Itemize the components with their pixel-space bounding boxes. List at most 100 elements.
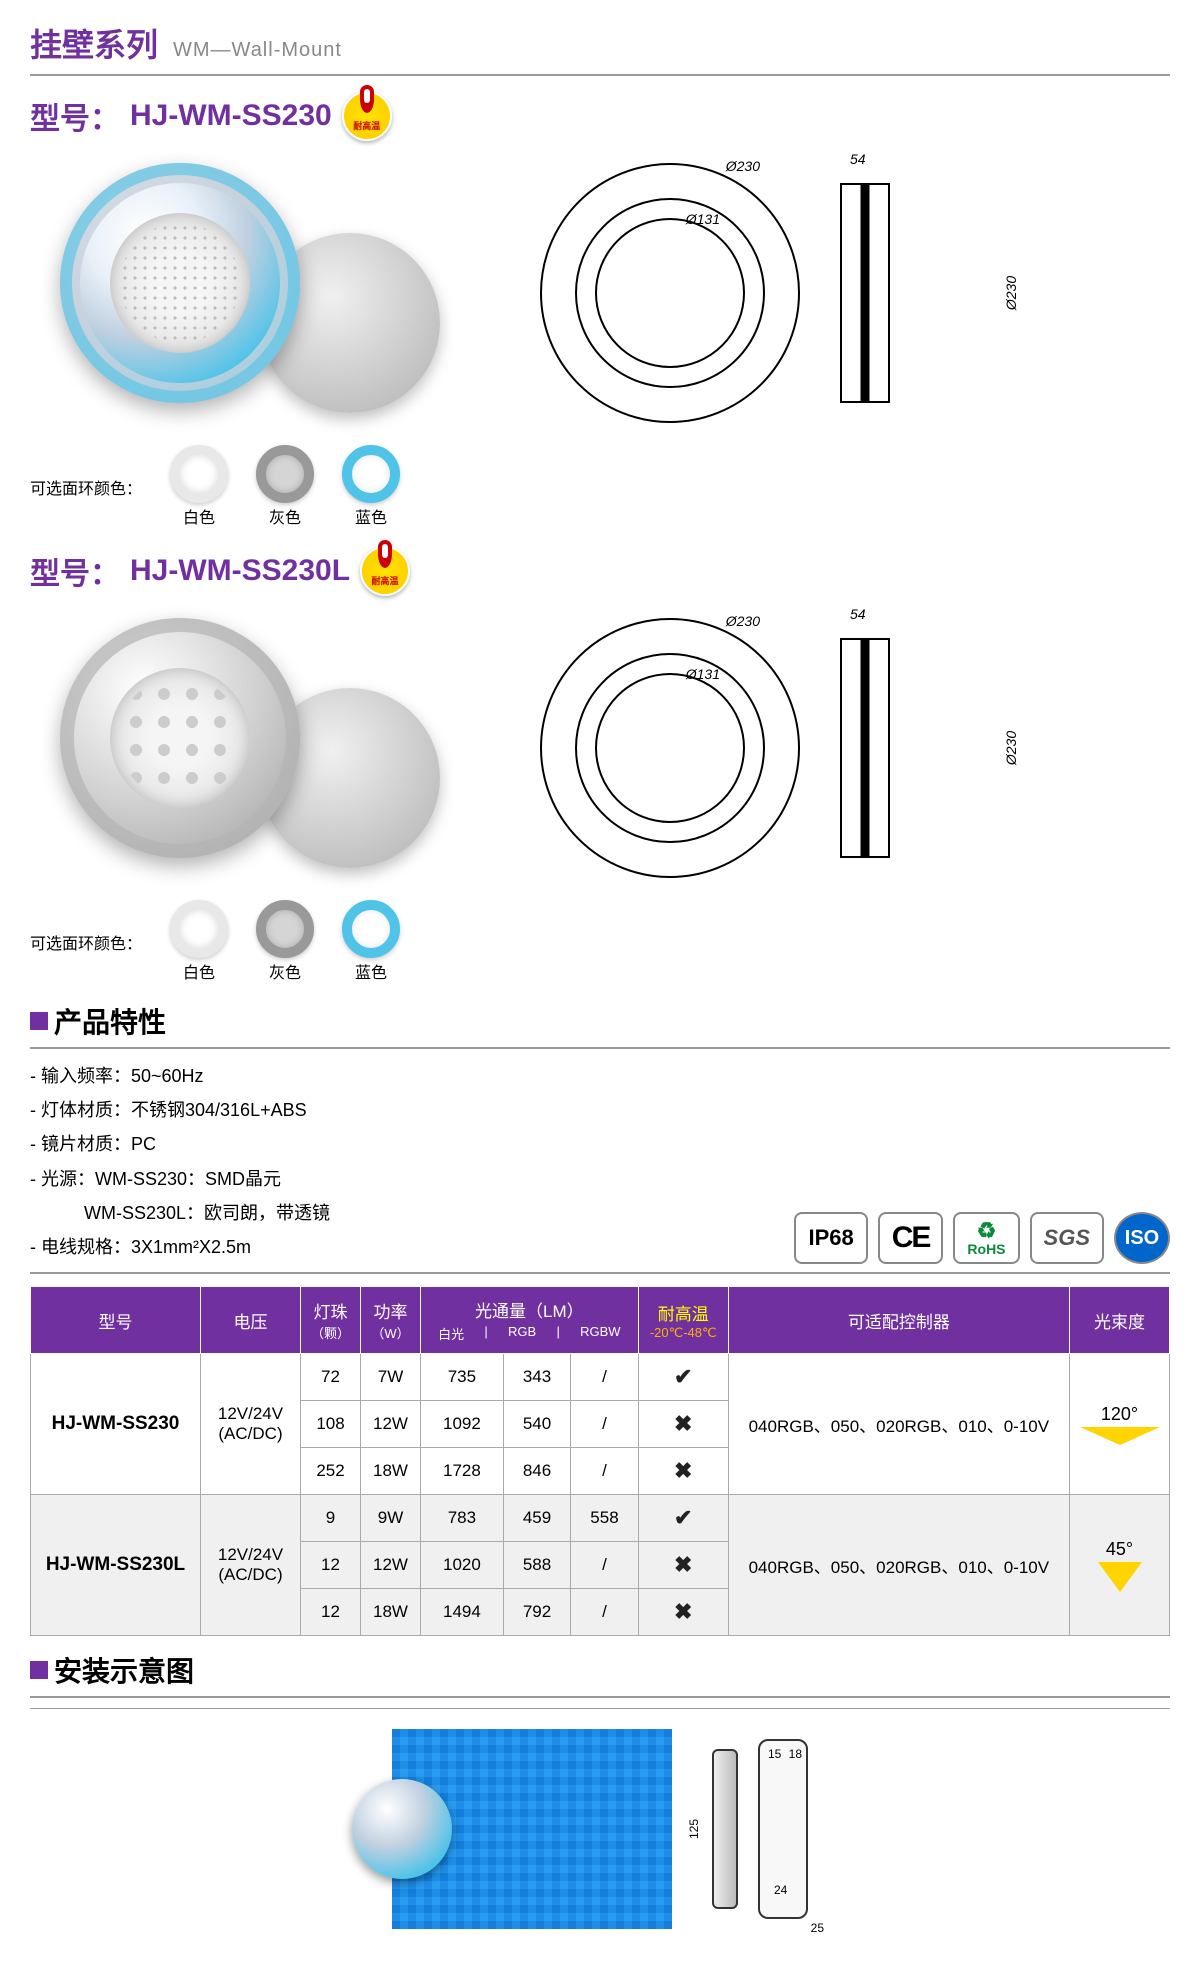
cell-heat: ✖ <box>638 1401 728 1448</box>
cell-rgbw: / <box>571 1542 638 1589</box>
product-2-section: Ø230 Ø131 54 Ø230 <box>30 608 1170 888</box>
cell-power: 18W <box>361 1448 421 1495</box>
cell-rgbw: / <box>571 1448 638 1495</box>
feature-item: WM-SS230L：欧司朗，带透镜 <box>30 1196 330 1230</box>
th-beam: 光束度 <box>1070 1287 1170 1354</box>
dim-inner: Ø131 <box>686 211 720 227</box>
model-label: 型号： <box>30 549 120 593</box>
th-voltage: 电压 <box>201 1287 301 1354</box>
cell-white: 1092 <box>421 1401 504 1448</box>
dim-height: Ø230 <box>1003 731 1019 765</box>
product-2-drawing: Ø230 Ø131 54 Ø230 <box>480 608 1040 888</box>
cell-rgb: 540 <box>503 1401 570 1448</box>
bracket-front: 15 18 24 25 <box>758 1739 808 1919</box>
cell-beam: 120° <box>1070 1354 1170 1495</box>
page-header: 挂壁系列 WM—Wall-Mount <box>30 20 1170 76</box>
cell-beam: 45° <box>1070 1495 1170 1636</box>
cell-leds: 12 <box>301 1589 361 1636</box>
cert-ip68-icon: IP68 <box>794 1212 867 1264</box>
cell-white: 1020 <box>421 1542 504 1589</box>
product-2-photo <box>30 608 450 888</box>
dim-outer: Ø230 <box>726 613 760 629</box>
cert-sgs-icon: SGS <box>1030 1212 1104 1264</box>
cell-leds: 252 <box>301 1448 361 1495</box>
pool-tile-illustration <box>392 1729 672 1929</box>
cert-rohs-icon: ♻RoHS <box>953 1212 1019 1264</box>
cell-power: 12W <box>361 1542 421 1589</box>
ring-gray-icon <box>256 900 314 958</box>
ring-blue-icon <box>342 445 400 503</box>
dim-outer: Ø230 <box>726 158 760 174</box>
cell-leds: 9 <box>301 1495 361 1542</box>
cell-heat: ✖ <box>638 1448 728 1495</box>
feature-item: 输入频率：50~60Hz <box>30 1059 330 1093</box>
cell-leds: 72 <box>301 1354 361 1401</box>
cert-ce-icon: CE <box>878 1212 944 1264</box>
feature-item: 镜片材质：PC <box>30 1127 330 1161</box>
ring-white-icon <box>170 445 228 503</box>
cell-white: 1494 <box>421 1589 504 1636</box>
model-number: HJ-WM-SS230L <box>130 554 350 588</box>
ring-row-2: 可选面环颜色： 白色 灰色 蓝色 <box>30 900 1170 983</box>
cell-power: 12W <box>361 1401 421 1448</box>
product-1-section: Ø230 Ø131 54 Ø230 <box>30 153 1170 433</box>
features-list: 输入频率：50~60Hz 灯体材质：不锈钢304/316L+ABS 镜片材质：P… <box>30 1059 330 1264</box>
features-title: 产品特性 <box>30 1001 1170 1049</box>
ring-label: 可选面环颜色： <box>30 930 142 954</box>
install-diagram: 125 15 18 24 25 <box>30 1708 1170 1949</box>
product-1-drawing: Ø230 Ø131 54 Ø230 <box>480 153 1040 433</box>
model-2-title: 型号： HJ-WM-SS230L 耐高温 <box>30 546 1170 596</box>
cell-white: 1728 <box>421 1448 504 1495</box>
cell-heat: ✔ <box>638 1495 728 1542</box>
cell-voltage: 12V/24V (AC/DC) <box>201 1495 301 1636</box>
feature-item: 光源：WM-SS230：SMD晶元 <box>30 1162 330 1196</box>
model-label: 型号： <box>30 94 120 138</box>
cell-rgbw: / <box>571 1589 638 1636</box>
spec-table: 型号 电压 灯珠（颗） 功率（W） 光通量（LM） 白光|RGB|RGBW 耐高… <box>30 1286 1170 1636</box>
cell-controller: 040RGB、050、020RGB、010、0-10V <box>728 1354 1069 1495</box>
product-1-photo <box>30 153 450 433</box>
ring-white-icon <box>170 900 228 958</box>
th-controller: 可适配控制器 <box>728 1287 1069 1354</box>
cell-white: 783 <box>421 1495 504 1542</box>
ring-blue-icon <box>342 900 400 958</box>
cell-power: 18W <box>361 1589 421 1636</box>
ring-row-1: 可选面环颜色： 白色 灰色 蓝色 <box>30 445 1170 528</box>
cell-rgb: 588 <box>503 1542 570 1589</box>
cell-rgb: 792 <box>503 1589 570 1636</box>
cell-heat: ✔ <box>638 1354 728 1401</box>
dim-inner: Ø131 <box>686 666 720 682</box>
cell-rgbw: 558 <box>571 1495 638 1542</box>
th-model: 型号 <box>31 1287 201 1354</box>
cell-white: 735 <box>421 1354 504 1401</box>
cell-power: 7W <box>361 1354 421 1401</box>
heat-badge-icon: 耐高温 <box>342 91 392 141</box>
table-row: HJ-WM-SS230L12V/24V (AC/DC)99W783459558✔… <box>31 1495 1170 1542</box>
heat-badge-icon: 耐高温 <box>360 546 410 596</box>
th-leds: 灯珠（颗） <box>301 1287 361 1354</box>
cell-controller: 040RGB、050、020RGB、010、0-10V <box>728 1495 1069 1636</box>
bracket-drawings: 125 15 18 24 25 <box>712 1729 808 1929</box>
dim-height: Ø230 <box>1003 276 1019 310</box>
ring-gray-icon <box>256 445 314 503</box>
cert-iso-icon: ISO <box>1114 1212 1170 1264</box>
cell-heat: ✖ <box>638 1542 728 1589</box>
ring-label: 可选面环颜色： <box>30 475 142 499</box>
cell-rgb: 459 <box>503 1495 570 1542</box>
cell-rgb: 343 <box>503 1354 570 1401</box>
cert-row: IP68 CE ♻RoHS SGS ISO <box>794 1212 1170 1264</box>
cell-rgb: 846 <box>503 1448 570 1495</box>
dim-depth: 54 <box>850 606 866 622</box>
model-number: HJ-WM-SS230 <box>130 99 332 133</box>
feature-item: 灯体材质：不锈钢304/316L+ABS <box>30 1093 330 1127</box>
cell-heat: ✖ <box>638 1589 728 1636</box>
cell-rgbw: / <box>571 1401 638 1448</box>
th-lumen: 光通量（LM） 白光|RGB|RGBW <box>421 1287 639 1354</box>
features-row: 输入频率：50~60Hz 灯体材质：不锈钢304/316L+ABS 镜片材质：P… <box>30 1059 1170 1274</box>
th-heat: 耐高温-20℃-48℃ <box>638 1287 728 1354</box>
square-icon <box>30 1012 48 1030</box>
th-power: 功率（W） <box>361 1287 421 1354</box>
bracket-side: 125 <box>712 1749 738 1909</box>
feature-item: 电线规格：3X1mm²X2.5m <box>30 1230 330 1264</box>
cell-voltage: 12V/24V (AC/DC) <box>201 1354 301 1495</box>
